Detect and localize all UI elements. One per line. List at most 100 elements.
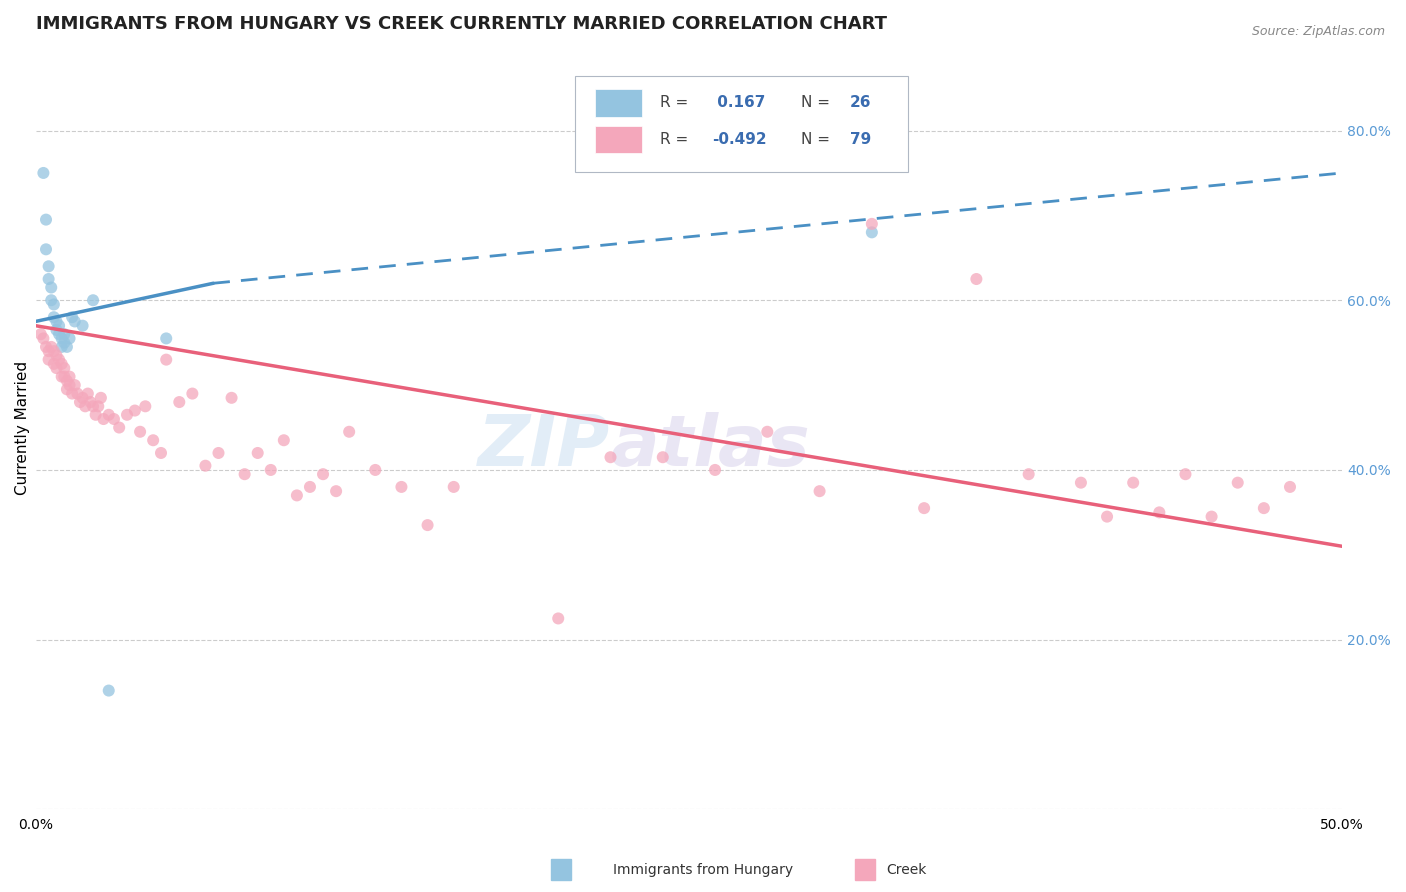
Point	[45, 323, 67, 337]
Point	[53, 335, 76, 350]
Point	[63, 378, 86, 392]
FancyBboxPatch shape	[595, 89, 643, 117]
Point	[181, 386, 204, 401]
Point	[82, 399, 104, 413]
Text: -0.492: -0.492	[713, 132, 768, 147]
Point	[42, 357, 65, 371]
Point	[38, 272, 60, 286]
Text: Source: ZipAtlas.com: Source: ZipAtlas.com	[1251, 25, 1385, 38]
Text: R =: R =	[661, 132, 693, 147]
Point	[599, 450, 621, 465]
Point	[48, 352, 70, 367]
Point	[273, 434, 295, 448]
Point	[860, 217, 883, 231]
Point	[56, 382, 79, 396]
Point	[72, 318, 94, 333]
Point	[134, 399, 156, 413]
Text: N =: N =	[801, 95, 835, 111]
Text: 26: 26	[849, 95, 872, 111]
Point	[35, 212, 58, 227]
Point	[58, 331, 80, 345]
Text: 79: 79	[849, 132, 870, 147]
Point	[391, 480, 413, 494]
Text: Creek: Creek	[887, 863, 927, 877]
Point	[1070, 475, 1092, 490]
Point	[48, 327, 70, 342]
Point	[82, 293, 104, 308]
Point	[69, 395, 91, 409]
Point	[233, 467, 256, 482]
Point	[1278, 480, 1301, 494]
FancyBboxPatch shape	[595, 126, 643, 153]
Point	[651, 450, 673, 465]
Point	[39, 293, 62, 308]
Point	[860, 225, 883, 239]
Point	[38, 344, 60, 359]
Point	[1253, 501, 1275, 516]
Point	[35, 340, 58, 354]
Point	[364, 463, 387, 477]
Point	[90, 391, 112, 405]
Point	[1149, 505, 1171, 519]
Point	[194, 458, 217, 473]
Point	[42, 297, 65, 311]
Point	[32, 331, 55, 345]
Point	[51, 357, 73, 371]
Point	[298, 480, 321, 494]
Bar	[855, 859, 875, 880]
Point	[207, 446, 229, 460]
Point	[142, 434, 165, 448]
Point	[124, 403, 146, 417]
Y-axis label: Currently Married: Currently Married	[15, 360, 30, 494]
Text: IMMIGRANTS FROM HUNGARY VS CREEK CURRENTLY MARRIED CORRELATION CHART: IMMIGRANTS FROM HUNGARY VS CREEK CURRENT…	[35, 15, 887, 33]
Point	[38, 260, 60, 274]
Point	[221, 391, 243, 405]
Point	[1122, 475, 1144, 490]
Point	[53, 361, 76, 376]
Point	[32, 166, 55, 180]
Point	[285, 488, 308, 502]
Text: N =: N =	[801, 132, 835, 147]
Point	[42, 310, 65, 325]
Point	[84, 408, 107, 422]
Point	[169, 395, 191, 409]
Point	[108, 420, 131, 434]
Point	[1201, 509, 1223, 524]
Point	[443, 480, 465, 494]
Point	[1226, 475, 1249, 490]
Point	[129, 425, 152, 439]
Point	[150, 446, 173, 460]
Point	[39, 280, 62, 294]
Point	[808, 484, 831, 499]
Point	[1095, 509, 1118, 524]
Point	[72, 391, 94, 405]
Point	[115, 408, 138, 422]
Point	[97, 683, 120, 698]
Point	[30, 327, 52, 342]
Point	[45, 361, 67, 376]
Point	[756, 425, 779, 439]
FancyBboxPatch shape	[575, 76, 908, 171]
Text: Immigrants from Hungary: Immigrants from Hungary	[613, 863, 793, 877]
Point	[51, 331, 73, 345]
Point	[97, 408, 120, 422]
Point	[75, 399, 97, 413]
Point	[1174, 467, 1197, 482]
Point	[547, 611, 569, 625]
Point	[56, 340, 79, 354]
Point	[260, 463, 283, 477]
Point	[51, 340, 73, 354]
Point	[51, 369, 73, 384]
Text: ZIP: ZIP	[478, 412, 610, 481]
Point	[42, 344, 65, 359]
Point	[155, 331, 177, 345]
Text: atlas: atlas	[610, 412, 810, 481]
Point	[53, 327, 76, 342]
Point	[35, 243, 58, 257]
Text: 0.167: 0.167	[713, 95, 766, 111]
Point	[312, 467, 335, 482]
Point	[58, 378, 80, 392]
Point	[416, 518, 439, 533]
Point	[60, 310, 83, 325]
Point	[337, 425, 360, 439]
